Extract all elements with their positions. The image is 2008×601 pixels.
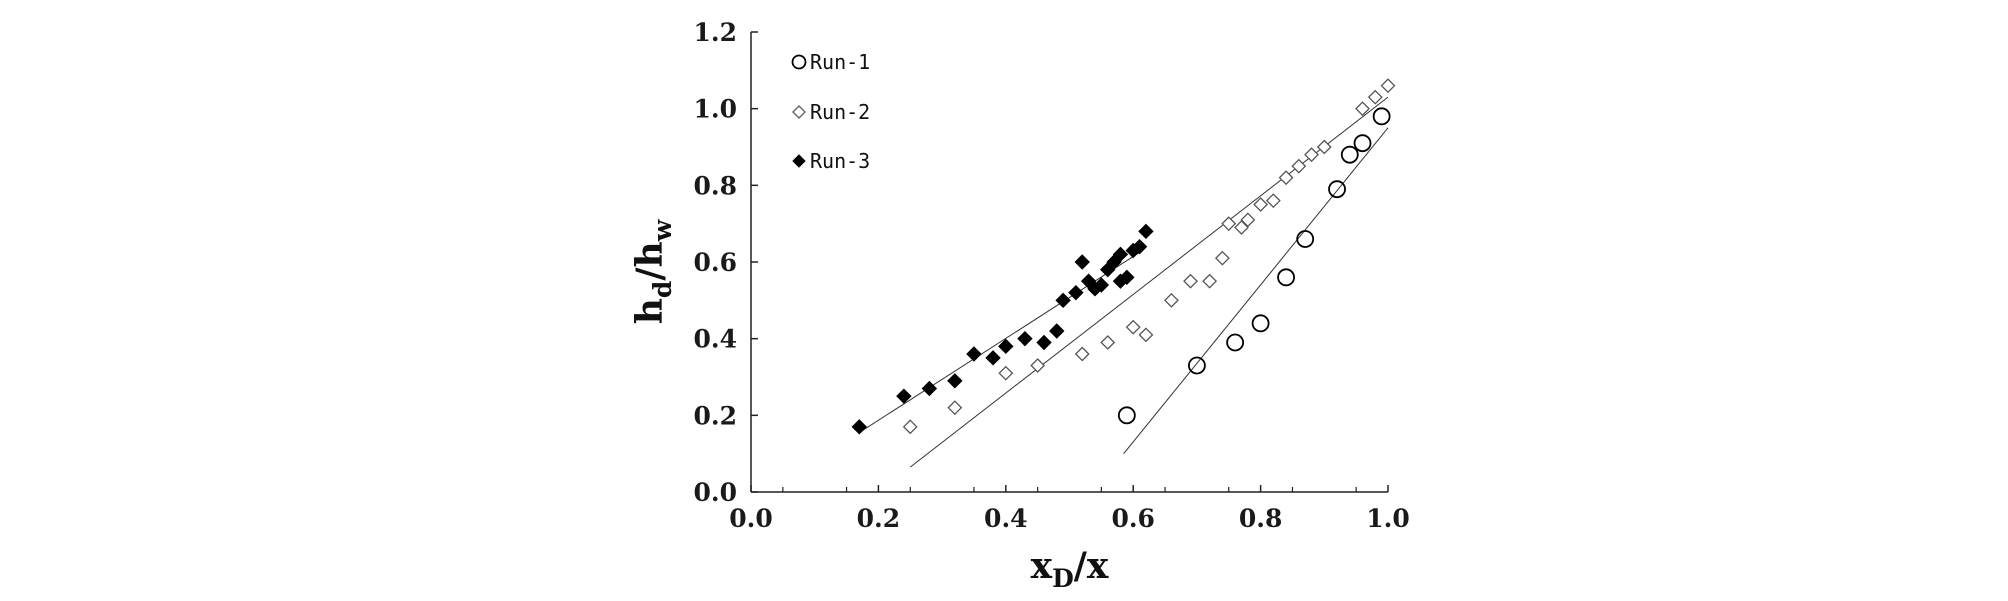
y-axis-title-main: h [629, 298, 671, 324]
trendline-run-1 [1123, 127, 1389, 454]
data-point [1131, 238, 1148, 255]
data-point [1253, 197, 1269, 212]
y-tick-label: 0.8 [694, 171, 738, 200]
data-point [1100, 335, 1116, 350]
data-point [1353, 134, 1372, 153]
y-axis-title-sub2: w [648, 218, 677, 242]
x-tick-label: 0.6 [1111, 504, 1155, 533]
y-tick-label: 0.2 [694, 401, 738, 430]
legend-label-run-3: Run-3 [810, 149, 870, 173]
x-axis-title-main: x [1031, 545, 1053, 587]
data-point [1074, 346, 1090, 362]
data-point [1183, 273, 1198, 289]
x-tick-label: 0.8 [1239, 504, 1283, 533]
data-point [1380, 78, 1396, 94]
data-point [966, 346, 982, 362]
data-point [1188, 356, 1206, 375]
data-point [1367, 89, 1383, 105]
series-run-3 [851, 223, 1154, 435]
x-tick-label: 0.2 [857, 504, 901, 533]
y-axis-title-sub: d [648, 281, 677, 298]
y-tick-label: 0.6 [694, 248, 738, 277]
data-point [1138, 223, 1154, 240]
legend-label-run-1: Run-1 [810, 50, 870, 74]
data-point [1202, 273, 1218, 289]
data-point [1355, 101, 1370, 117]
data-point [1372, 107, 1391, 126]
legend-item-run-3: Run-3 [792, 149, 870, 173]
data-point [1164, 292, 1179, 308]
x-axis-title-sub: D [1052, 564, 1074, 593]
data-point [902, 419, 918, 435]
x-tick-label: 1.0 [1366, 504, 1410, 533]
data-point [1340, 145, 1359, 164]
data-point [1277, 268, 1295, 287]
data-point [998, 365, 1014, 381]
data-point [1119, 269, 1135, 286]
data-point [1278, 170, 1294, 186]
data-point [1125, 319, 1141, 335]
data-point [851, 419, 867, 435]
data-point [947, 400, 963, 416]
y-axis-title: hd/hw [629, 218, 677, 324]
data-point [1068, 284, 1084, 301]
data-point [1265, 193, 1281, 209]
data-point [1316, 139, 1332, 155]
data-point [1017, 330, 1033, 347]
data-point [1112, 246, 1129, 263]
data-point [1291, 158, 1307, 174]
data-point [1117, 406, 1136, 425]
data-point [1036, 334, 1052, 351]
x-axis-title: xD/x [1031, 545, 1109, 593]
data-point [896, 388, 912, 404]
data-point [1234, 220, 1249, 235]
data-point [1093, 277, 1110, 293]
data-point [947, 373, 963, 389]
y-tick-label: 1.0 [694, 95, 738, 124]
data-point [1055, 292, 1071, 309]
series-run-1 [1117, 107, 1391, 425]
data-point [1226, 333, 1245, 352]
data-point [1296, 230, 1315, 248]
legend-marker-open-circle [791, 54, 807, 70]
trendline-run-3 [859, 251, 1140, 434]
legend-label-run-2: Run-2 [810, 100, 870, 124]
legend-marker-open-diamond [792, 105, 806, 119]
x-axis-title-tail: /x [1074, 545, 1109, 587]
data-point [1030, 358, 1046, 373]
data-point [1251, 314, 1270, 333]
data-point [985, 350, 1001, 366]
data-point [998, 338, 1014, 355]
data-point [1304, 147, 1319, 163]
x-tick-label: 0.4 [984, 504, 1028, 533]
y-tick-label: 0.4 [694, 325, 738, 354]
data-point [1214, 250, 1230, 266]
series-run-2 [902, 78, 1396, 435]
y-tick-label: 1.2 [694, 18, 738, 47]
data-point [1049, 323, 1065, 339]
data-point [1138, 327, 1154, 343]
legend-item-run-2: Run-2 [792, 100, 870, 124]
data-point-group [851, 78, 1396, 435]
x-tick-label: 0.0 [729, 504, 773, 533]
legend-marker-filled-diamond [792, 154, 806, 168]
tick-group: 0.0 0.2 0.4 0.6 0.8 1.0 1.2 0.0 0.2 0.4 0.6 0.8 1.0 [694, 18, 1410, 533]
data-point [1328, 180, 1346, 199]
y-tick-label: 0.0 [694, 478, 738, 507]
data-point [1240, 212, 1256, 228]
data-point [921, 380, 938, 397]
legend: Run-1 Run-2 Run-3 [791, 50, 870, 173]
data-point [1074, 254, 1090, 270]
y-axis-title-mid: /h [629, 241, 671, 280]
data-point [1221, 216, 1237, 232]
legend-item-run-1: Run-1 [791, 50, 870, 74]
